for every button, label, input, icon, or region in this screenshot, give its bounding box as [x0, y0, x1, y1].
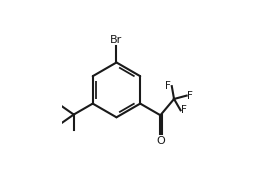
Text: Br: Br	[110, 35, 123, 45]
Text: F: F	[165, 81, 171, 91]
Text: F: F	[187, 91, 193, 101]
Text: O: O	[157, 135, 166, 146]
Text: F: F	[181, 105, 187, 115]
